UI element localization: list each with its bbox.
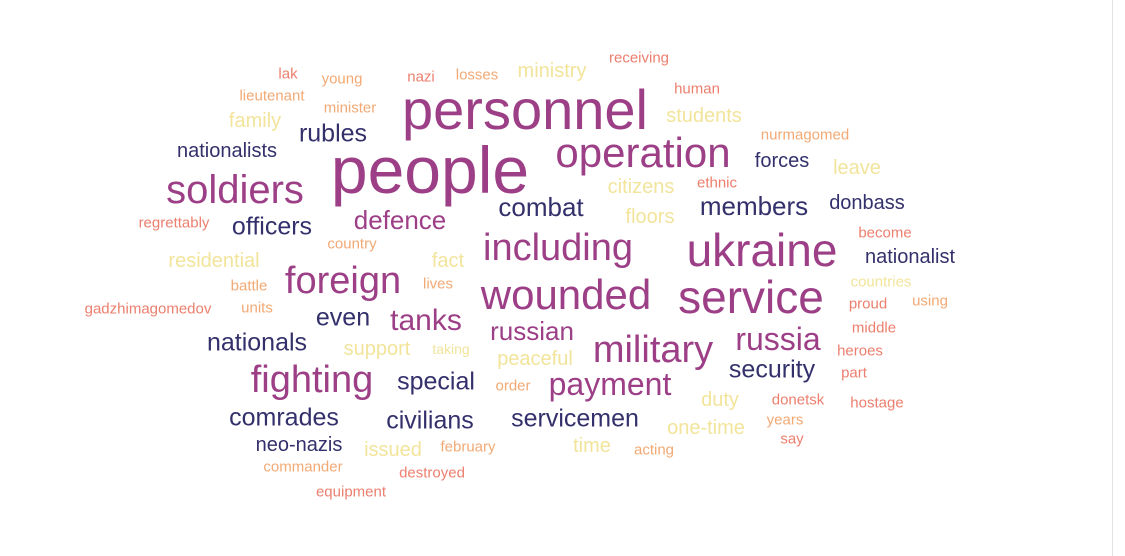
word-support: support [343, 338, 411, 360]
word-security: security [728, 355, 816, 384]
word-countries: countries [850, 273, 912, 291]
word-issued: issued [364, 439, 422, 461]
word-donetsk: donetsk [771, 391, 825, 409]
word-russian: russian [490, 316, 574, 346]
word-family: family [228, 110, 282, 132]
word-special: special [397, 367, 475, 396]
word-proud: proud [848, 295, 888, 313]
word-regrettably: regrettably [138, 214, 210, 232]
word-leave: leave [833, 157, 881, 179]
word-february: february [440, 438, 496, 456]
word-nurmagomed: nurmagomed [760, 126, 850, 144]
word-country: country [327, 235, 377, 253]
word-human: human [674, 80, 720, 98]
word-civilians: civilians [386, 406, 474, 435]
word-forces: forces [754, 150, 810, 172]
word-young: young [321, 70, 363, 88]
word-neo-nazis: neo-nazis [255, 434, 343, 456]
word-part: part [841, 364, 867, 382]
word-receiving: receiving [608, 49, 670, 67]
word-order: order [495, 377, 531, 395]
word-hostage: hostage [850, 394, 904, 412]
word-floors: floors [625, 206, 675, 228]
word-nationalist: nationalist [864, 246, 956, 268]
word-time: time [573, 435, 611, 457]
word-donbass: donbass [829, 192, 905, 214]
word-residential: residential [168, 250, 260, 272]
word-operation: operation [555, 129, 731, 176]
word-fighting: fighting [250, 359, 374, 401]
word-become: become [858, 224, 912, 242]
word-soldiers: soldiers [166, 168, 304, 212]
word-nationals: nationals [206, 328, 308, 357]
word-peaceful: peaceful [497, 348, 573, 370]
word-years: years [766, 411, 804, 429]
word-losses: losses [455, 66, 499, 84]
word-combat: combat [498, 192, 584, 222]
word-servicemen: servicemen [511, 404, 639, 433]
word-even: even [315, 303, 371, 332]
word-one-time: one-time [667, 417, 745, 439]
word-nazi: nazi [407, 68, 435, 86]
word-duty: duty [701, 389, 739, 411]
word-units: units [241, 299, 273, 317]
word-defence: defence [353, 205, 447, 235]
word-lives: lives [422, 275, 454, 293]
word-lieutenant: lieutenant [239, 87, 305, 105]
word-citizens: citizens [607, 176, 675, 198]
word-service: service [678, 271, 824, 323]
word-ministry: ministry [517, 60, 587, 82]
word-russia: russia [735, 321, 821, 357]
word-payment: payment [548, 366, 672, 402]
word-middle: middle [851, 319, 897, 337]
word-battle: battle [230, 277, 268, 295]
word-heroes: heroes [837, 342, 883, 360]
word-using: using [912, 292, 948, 310]
word-tanks: tanks [390, 304, 462, 337]
word-minister: minister [323, 99, 377, 117]
word-officers: officers [231, 212, 313, 241]
word-personnel: personnel [402, 78, 648, 141]
word-destroyed: destroyed [399, 464, 465, 482]
word-equipment: equipment [315, 483, 387, 501]
word-wounded: wounded [480, 271, 652, 318]
word-say: say [780, 430, 804, 448]
panel-border [1112, 0, 1113, 556]
word-rubles: rubles [298, 119, 368, 148]
word-military: military [592, 329, 714, 371]
word-foreign: foreign [284, 260, 402, 302]
word-including: including [483, 227, 633, 269]
word-people: people [330, 133, 530, 207]
word-ethnic: ethnic [696, 174, 738, 192]
word-lak: lak [278, 65, 298, 83]
word-comrades: comrades [229, 403, 339, 432]
word-gadzhimagomedov: gadzhimagomedov [84, 300, 212, 318]
word-commander: commander [263, 458, 343, 476]
word-fact: fact [431, 250, 465, 272]
word-nationalists: nationalists [176, 140, 278, 162]
word-students: students [666, 105, 742, 127]
word-acting: acting [633, 441, 675, 459]
word-ukraine: ukraine [686, 224, 838, 276]
word-taking: taking [432, 341, 470, 357]
word-members: members [699, 191, 809, 221]
